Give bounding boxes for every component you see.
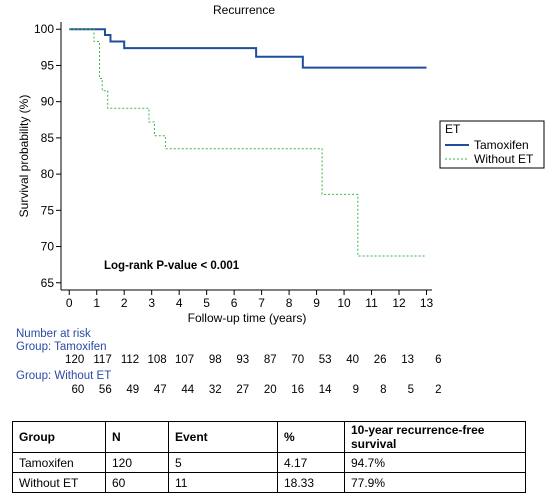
risk-value: 108 bbox=[147, 354, 167, 366]
risk-value: 5 bbox=[407, 384, 415, 396]
risk-value: 60 bbox=[71, 384, 85, 396]
x-tick-label: 13 bbox=[420, 296, 434, 310]
x-axis-label: Follow-up time (years) bbox=[188, 311, 307, 325]
cell-10yr-rfs: 94.7% bbox=[344, 452, 526, 473]
header-group: Group bbox=[12, 421, 106, 453]
y-tick-label: 65 bbox=[41, 276, 55, 290]
risk-value: 107 bbox=[174, 354, 195, 366]
x-tick-label: 2 bbox=[121, 296, 128, 310]
risk-group-tamoxifen-label: Group: Tamoxifen bbox=[16, 341, 107, 353]
risk-value: 26 bbox=[373, 354, 387, 366]
legend-label-tamoxifen: Tamoxifen bbox=[474, 138, 529, 152]
risk-value: 9 bbox=[352, 384, 360, 396]
x-tick-label: 10 bbox=[337, 296, 351, 310]
risk-value: 117 bbox=[93, 354, 112, 366]
plot-frame bbox=[60, 22, 432, 291]
cell-percent: 18.33 bbox=[277, 472, 345, 493]
risk-row-without-et: 60 56 49 47 44 32 27 20 16 14 9 8 5 2 bbox=[0, 384, 550, 400]
risk-value: 13 bbox=[401, 354, 415, 366]
x-tick-label: 8 bbox=[286, 296, 293, 310]
risk-value: 44 bbox=[181, 384, 195, 396]
y-axis-label: Survival probability (%) bbox=[17, 95, 31, 218]
x-tick-label: 5 bbox=[203, 296, 210, 310]
header-n: N bbox=[105, 421, 169, 453]
risk-value: 49 bbox=[126, 384, 140, 396]
risk-value: 16 bbox=[291, 384, 305, 396]
y-tick-label: 100 bbox=[34, 22, 54, 36]
cell-percent: 4.17 bbox=[277, 452, 345, 473]
number-at-risk-title: Number at risk bbox=[16, 328, 91, 340]
x-tick-label: 4 bbox=[176, 296, 183, 310]
legend-label-without-et: Without ET bbox=[474, 152, 534, 166]
cell-n: 60 bbox=[105, 472, 169, 493]
y-tick-label: 90 bbox=[41, 95, 55, 109]
series-line-without-et bbox=[69, 28, 427, 257]
risk-value: 56 bbox=[98, 384, 112, 396]
x-tick-label: 1 bbox=[93, 296, 100, 310]
y-tick-label: 95 bbox=[41, 58, 55, 72]
risk-value: 112 bbox=[120, 354, 140, 366]
x-tick-label: 12 bbox=[392, 296, 406, 310]
cell-n: 120 bbox=[105, 452, 169, 473]
series-layer bbox=[69, 28, 427, 257]
risk-value: 32 bbox=[208, 384, 222, 396]
risk-row-tamoxifen: 120 117 112 108 107 98 93 87 70 53 40 26 13 6 bbox=[0, 354, 550, 370]
risk-value: 120 bbox=[65, 354, 85, 366]
risk-value: 6 bbox=[435, 354, 442, 366]
risk-value: 98 bbox=[208, 354, 222, 366]
legend: ET Tamoxifen Without ET bbox=[439, 120, 545, 169]
logrank-annotation: Log-rank P-value < 0.001 bbox=[104, 260, 240, 272]
y-axis: 65 70 75 80 85 90 95 100 bbox=[34, 22, 61, 290]
x-tick-label: 3 bbox=[148, 296, 155, 310]
series-line-tamoxifen bbox=[69, 28, 427, 69]
summary-header-row: Group N Event % 10-year recurrence-free … bbox=[12, 421, 526, 453]
y-tick-label: 75 bbox=[41, 203, 55, 217]
risk-value: 93 bbox=[236, 354, 250, 366]
cell-group: Tamoxifen bbox=[12, 452, 106, 473]
x-axis: 0 1 2 3 4 5 6 7 8 9 10 11 12 13 bbox=[66, 290, 434, 310]
table-row: Without ET 60 11 18.33 77.9% bbox=[12, 472, 526, 493]
cell-group: Without ET bbox=[12, 472, 106, 493]
risk-value: 2 bbox=[435, 384, 442, 396]
risk-value: 8 bbox=[380, 384, 387, 396]
x-tick-label: 0 bbox=[66, 296, 73, 310]
y-tick-label: 70 bbox=[41, 240, 55, 254]
x-tick-label: 6 bbox=[231, 296, 238, 310]
x-tick-label: 9 bbox=[313, 296, 320, 310]
cell-10yr-rfs: 77.9% bbox=[344, 472, 526, 493]
legend-title: ET bbox=[445, 122, 461, 136]
header-10yr-rfs: 10-year recurrence-free survival bbox=[344, 421, 526, 453]
risk-value: 14 bbox=[318, 384, 332, 396]
summary-table: Group N Event % 10-year recurrence-free … bbox=[12, 421, 526, 493]
risk-value: 20 bbox=[263, 384, 277, 396]
x-tick-label: 11 bbox=[365, 296, 378, 310]
y-tick-label: 80 bbox=[41, 167, 55, 181]
risk-value: 53 bbox=[318, 354, 332, 366]
x-tick-label: 7 bbox=[258, 296, 265, 310]
risk-value: 47 bbox=[153, 384, 167, 396]
risk-value: 27 bbox=[236, 384, 250, 396]
header-event: Event bbox=[168, 421, 278, 453]
risk-value: 70 bbox=[291, 354, 305, 366]
table-row: Tamoxifen 120 5 4.17 94.7% bbox=[12, 452, 526, 473]
cell-event: 11 bbox=[168, 472, 278, 493]
risk-group-without-et-label: Group: Without ET bbox=[16, 370, 112, 382]
cell-event: 5 bbox=[168, 452, 278, 473]
risk-value: 87 bbox=[263, 354, 277, 366]
chart-title: Recurrence bbox=[213, 3, 275, 17]
y-tick-label: 85 bbox=[41, 131, 55, 145]
risk-value: 40 bbox=[346, 354, 360, 366]
header-percent: % bbox=[277, 421, 345, 453]
